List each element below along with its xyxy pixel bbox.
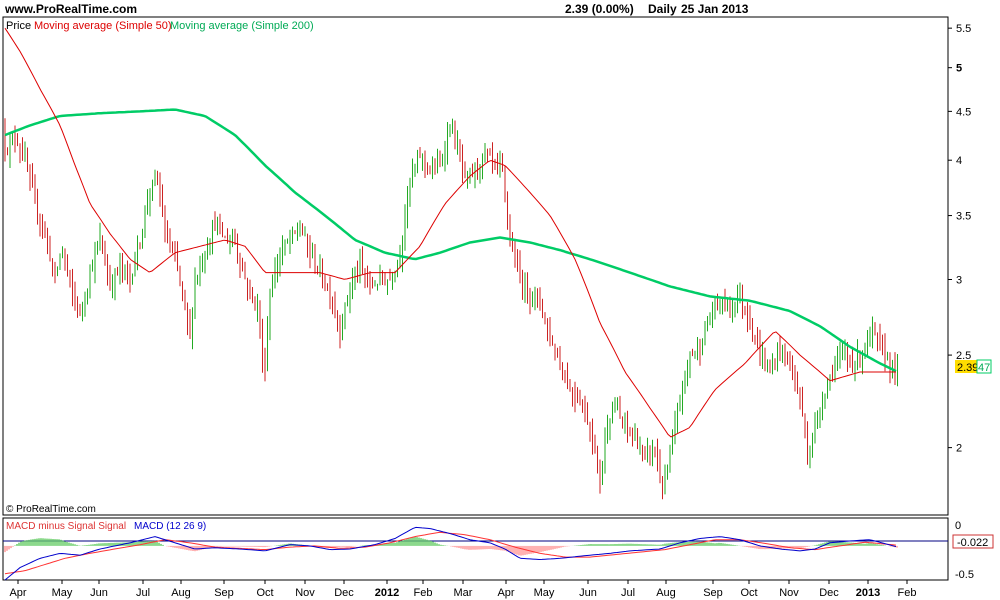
ma200-badge-label: 47 xyxy=(978,362,990,374)
legend-ma50: Moving average (Simple 50) xyxy=(34,20,172,32)
x-tick-label: May xyxy=(52,587,73,599)
price-panel xyxy=(2,16,949,516)
price-tick-label: 5 xyxy=(956,63,962,75)
price-tick-label: 5.5 xyxy=(956,23,971,35)
x-tick-label: 2013 xyxy=(856,587,880,599)
x-tick-label: Jul xyxy=(136,587,150,599)
x-tick-label: Aug xyxy=(171,587,191,599)
x-tick-label: Mar xyxy=(454,587,473,599)
price-tick-label: 4.5 xyxy=(956,106,971,118)
site-title: www.ProRealTime.com xyxy=(5,2,138,16)
ma50-line xyxy=(4,27,896,438)
legend-ma200: Moving average (Simple 200) xyxy=(170,20,314,32)
x-tick-label: Dec xyxy=(334,587,354,599)
x-tick-label: Jul xyxy=(621,587,635,599)
x-tick-label: Jun xyxy=(90,587,108,599)
x-tick-label: Apr xyxy=(497,587,514,599)
last-price-badge xyxy=(955,360,977,373)
legend-macd-hist: MACD minus Signal Signal xyxy=(6,521,126,532)
x-tick-label: Oct xyxy=(740,587,757,599)
x-tick-label: Sep xyxy=(214,587,234,599)
last-price-label: 2.39 xyxy=(957,362,978,374)
x-tick-label: Sep xyxy=(703,587,723,599)
legend-macd: MACD (12 26 9) xyxy=(134,521,206,532)
x-tick-label: Feb xyxy=(898,587,917,599)
x-axis: Apr May Jun Jul Aug Sep Oct Nov Dec 2012 Feb Mar Apr… xyxy=(9,580,916,599)
macd-tick-neg: -0.5 xyxy=(955,569,974,581)
x-tick-label: Aug xyxy=(656,587,676,599)
period-label: Daily xyxy=(648,2,677,16)
ma200-badge xyxy=(976,359,992,374)
x-tick-label: Feb xyxy=(414,587,433,599)
price-tick-label: 2.5 xyxy=(956,350,971,362)
x-tick-label: Apr xyxy=(9,587,26,599)
macd-last-badge xyxy=(952,534,994,549)
ma200-line xyxy=(4,108,897,373)
price-tick-label: 3.5 xyxy=(956,211,971,223)
x-tick-label: Jun xyxy=(579,587,597,599)
price-tick-label: 4 xyxy=(956,155,962,167)
macd-last-label: -0.022 xyxy=(957,537,988,549)
price-tick-label: 2 xyxy=(956,443,962,455)
x-tick-label: Nov xyxy=(779,587,799,599)
x-tick-label: May xyxy=(534,587,555,599)
copyright: © ProRealTime.com xyxy=(6,504,96,515)
date-label: 25 Jan 2013 xyxy=(681,2,749,16)
price-tick-label: 3 xyxy=(956,274,962,286)
x-tick-label: Dec xyxy=(819,587,839,599)
legend-price: Price xyxy=(6,20,31,32)
x-tick-label: Nov xyxy=(295,587,315,599)
x-tick-label: 2012 xyxy=(375,587,399,599)
macd-tick-zero: 0 xyxy=(955,520,961,532)
price-info: 2.39 (0.00%) xyxy=(565,2,634,16)
x-tick-label: Oct xyxy=(256,587,273,599)
macd-line xyxy=(4,526,897,581)
price-axis: 5.5 5 4.5 4 3.5 3 2.5 2 xyxy=(948,23,971,455)
